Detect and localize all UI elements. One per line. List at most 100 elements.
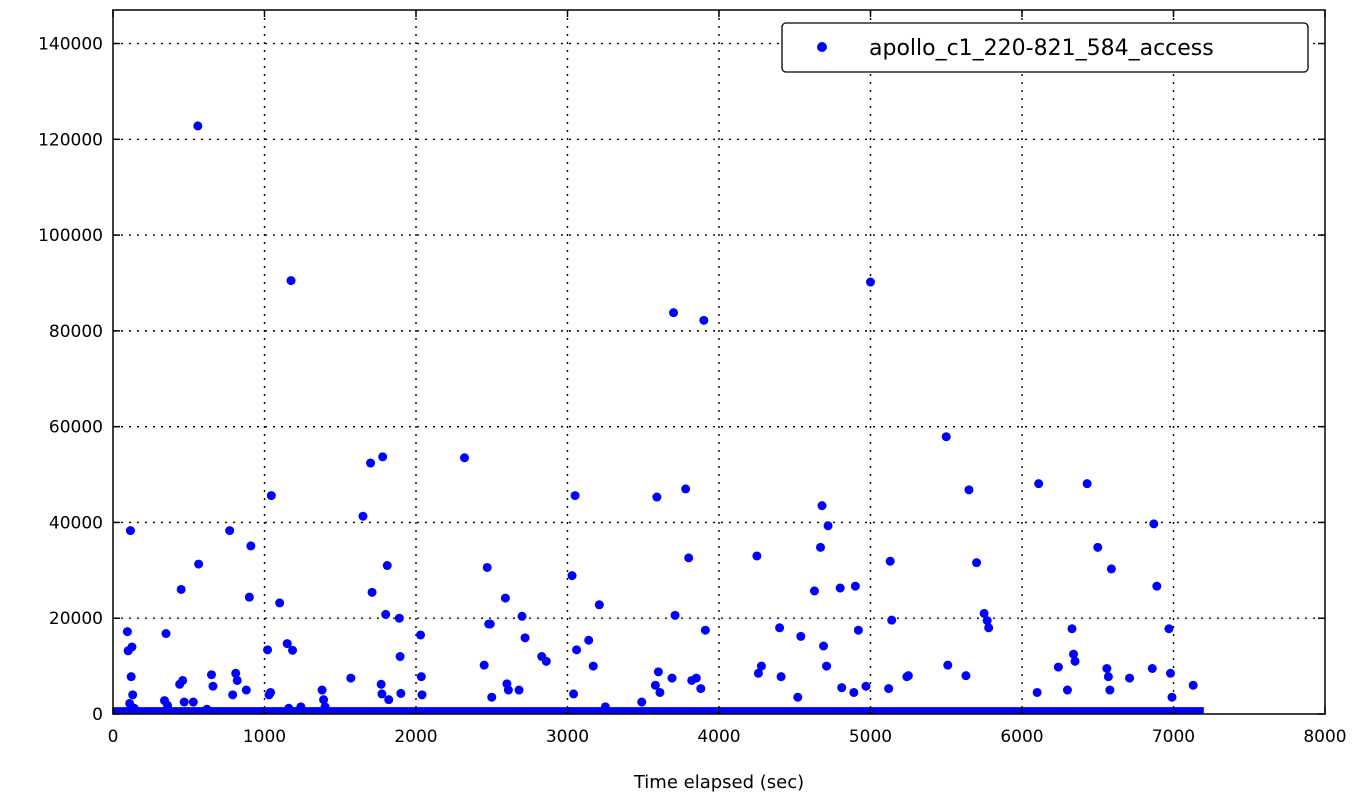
data-point [849,687,859,697]
data-point [570,491,580,501]
x-tick-label: 3000 [546,727,589,747]
data-point [395,652,405,662]
data-point [650,680,660,690]
data-point [699,315,709,325]
data-point [1167,692,1177,702]
data-point [943,660,953,670]
data-point [126,672,136,682]
data-point [637,697,647,707]
data-point [887,615,897,625]
data-point [588,661,598,671]
data-point [378,452,388,462]
data-point [500,593,510,603]
data-point [972,558,982,568]
data-point [416,672,426,682]
data-point [244,592,254,602]
y-tick-label: 20000 [49,609,103,629]
data-point [885,556,895,566]
data-point [1062,685,1072,695]
data-point [485,619,495,629]
data-point [822,661,832,671]
data-point [681,484,691,494]
data-point [655,687,665,697]
data-point [1053,662,1063,672]
data-point [319,695,329,705]
legend: apollo_c1_220-821_584_access [781,22,1309,73]
data-point [982,616,992,626]
data-point [394,613,404,623]
data-point [232,675,242,685]
data-point [416,630,426,640]
data-point [358,511,368,521]
data-point [178,675,188,685]
data-point [266,491,276,501]
data-point [246,541,256,551]
data-point [961,671,971,681]
x-tick-label: 4000 [697,727,740,747]
data-point [382,561,392,571]
data-point [670,610,680,620]
data-point [696,684,706,694]
data-point [503,685,513,695]
data-point [1125,673,1135,683]
data-point [691,673,701,683]
data-point [367,587,377,597]
data-point [282,639,292,649]
data-point [853,625,863,635]
data-point [667,673,677,683]
data-point [366,458,376,468]
data-point [1103,672,1113,682]
axis-ticks [112,10,1326,715]
data-point [569,689,579,699]
data-point [514,685,524,695]
data-point [228,690,238,700]
data-point [1106,564,1116,574]
data-point [1067,624,1077,634]
data-point [396,688,406,698]
data-point [594,600,604,610]
data-point [1165,668,1175,678]
data-point [823,521,833,531]
data-point [459,453,469,463]
data-point [127,642,137,652]
data-point [1069,649,1079,659]
legend-box [781,22,1309,73]
data-point [979,608,989,618]
x-tick-label: 2000 [394,727,437,747]
x-tick-label: 5000 [849,727,892,747]
data-point [776,672,786,682]
legend-marker [817,42,827,52]
data-point [286,276,296,286]
data-point [572,645,582,655]
data-point [1070,656,1080,666]
data-point [176,584,186,594]
x-tick-label: 0 [108,727,119,747]
data-point [417,690,427,700]
data-point [284,703,294,713]
data-point [520,633,530,643]
data-point [850,581,860,591]
data-point [161,629,171,639]
data-point [202,704,212,714]
x-tick-label: 7000 [1152,727,1195,747]
data-point [861,681,871,691]
data-point [1034,479,1044,489]
data-point [188,697,198,707]
data-point [208,681,218,691]
data-point [1032,687,1042,697]
y-tick-label: 120000 [38,130,103,150]
data-point [1164,624,1174,634]
data-point [752,551,762,561]
data-point [903,671,913,681]
y-tick-label: 0 [92,705,103,725]
data-point [179,697,189,707]
data-point [517,611,527,621]
y-tick-label: 80000 [49,322,103,342]
data-point [1093,542,1103,552]
data-point [835,583,845,593]
data-point [816,542,826,552]
data-point [317,685,327,695]
data-point [320,702,330,712]
data-point [669,308,679,318]
